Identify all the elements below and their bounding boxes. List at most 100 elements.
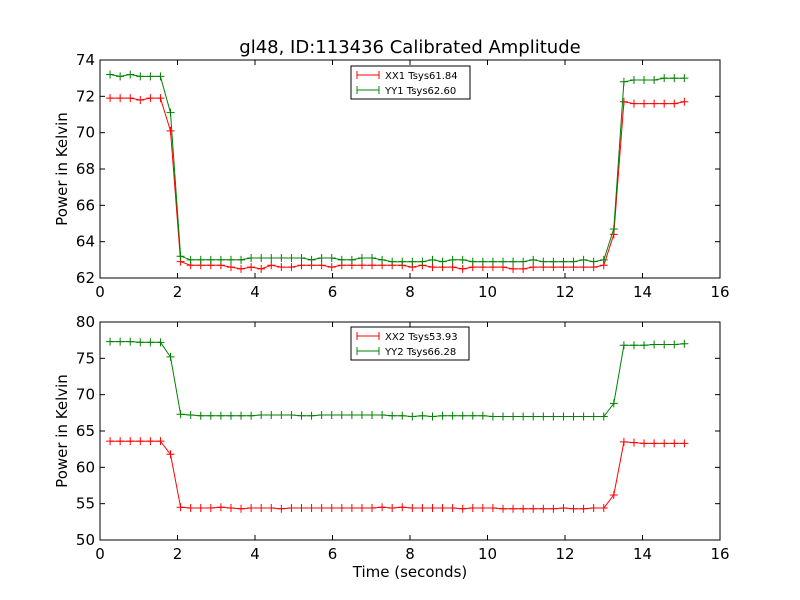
bottom-series-2-point <box>166 352 175 361</box>
top-legend-marker-2 <box>356 86 380 94</box>
bottom-series-2-point <box>559 412 568 421</box>
top-y-tick-label: 66 <box>76 196 95 214</box>
bottom-series-2-point <box>569 412 578 421</box>
bottom-series-1-point <box>146 437 155 446</box>
bottom-series-1-point <box>549 504 558 513</box>
bottom-series-2-point <box>609 399 618 408</box>
bottom-series-1-point <box>277 504 286 513</box>
top-x-tick-label: 2 <box>173 283 183 301</box>
bottom-series-1-point <box>337 504 346 513</box>
top-series-2-point <box>186 255 195 264</box>
top-series-2-point <box>569 257 578 266</box>
top-series-1-point <box>519 264 528 273</box>
top-series-2-point <box>337 255 346 264</box>
bottom-series-1-point <box>247 504 256 513</box>
bottom-series-2-point <box>196 411 205 420</box>
top-series-1-point <box>327 263 336 272</box>
top-series-2-point <box>660 74 669 83</box>
bottom-series-1-point <box>660 439 669 448</box>
top-series-1-point <box>579 263 588 272</box>
top-series-1-point <box>317 261 326 270</box>
top-x-tick-label: 10 <box>478 283 497 301</box>
bottom-y-tick-label: 80 <box>76 313 95 331</box>
top-series-2-point <box>670 74 679 83</box>
bottom-series-1-point <box>569 504 578 513</box>
bottom-series-1-point <box>539 504 548 513</box>
bottom-series-2-point <box>237 411 246 420</box>
bottom-series-1-point <box>680 439 689 448</box>
top-series-2-point <box>458 255 467 264</box>
top-series-2-point <box>559 257 568 266</box>
bottom-series-1-point <box>499 504 507 513</box>
top-series-line-1 <box>110 97 685 270</box>
bottom-series-2-point <box>347 411 356 420</box>
bottom-series-1-point <box>126 437 135 446</box>
bottom-y-tick-label: 70 <box>76 386 95 404</box>
top-series-2-point <box>549 257 558 266</box>
bottom-series-1-point <box>206 504 215 513</box>
top-series-1-point <box>619 97 628 106</box>
top-series-1-point <box>126 94 135 103</box>
bottom-series-2-point <box>317 411 326 420</box>
top-x-tick-label: 0 <box>95 283 105 301</box>
bottom-series-1-point <box>509 504 518 513</box>
top-series-2-point <box>438 257 447 266</box>
bottom-series-2-point <box>307 411 316 420</box>
top-series-2-point <box>247 254 256 263</box>
top-y-tick-label: 64 <box>76 233 95 251</box>
bottom-series-1-point <box>589 504 598 513</box>
bottom-series-1-point <box>619 437 628 446</box>
top-series-2-point <box>196 255 205 264</box>
bottom-series-1-point <box>458 504 467 513</box>
top-legend-marker-1 <box>356 71 380 79</box>
bottom-series-1-point <box>599 504 608 513</box>
top-series-2-point <box>267 254 276 263</box>
bottom-plot: 0 2 4 6 8 10 12 14 16 50 55 60 65 70 75 80 XX2 Tsys53.93… <box>53 313 730 581</box>
bottom-y-tick-label: 60 <box>76 458 95 476</box>
bottom-series-2-point <box>660 340 669 349</box>
bottom-series-1-point <box>629 438 638 447</box>
bottom-series-2-point <box>589 412 598 421</box>
bottom-series-1-point <box>297 504 306 513</box>
bottom-series-2-point <box>539 412 548 421</box>
bottom-series-2-point <box>126 337 135 346</box>
top-y-tick-label: 74 <box>76 51 95 69</box>
top-x-tick-label: 8 <box>405 283 415 301</box>
bottom-series-1-point <box>136 437 145 446</box>
bottom-y-tick-label: 65 <box>76 422 95 440</box>
bottom-y-tick-label: 50 <box>76 531 95 549</box>
bottom-series-2-point <box>519 412 528 421</box>
figure-title: gl48, ID:113436 Calibrated Amplitude <box>239 37 580 58</box>
bottom-series-1-point <box>226 504 235 513</box>
bottom-axes-frame <box>99 321 721 541</box>
top-series-2-point <box>529 255 538 264</box>
bottom-series-1-point <box>156 437 165 446</box>
top-series-1-point <box>257 264 266 273</box>
bottom-series-2-point <box>458 411 467 420</box>
bottom-series-1-point <box>519 504 528 513</box>
bottom-series-2-point <box>629 341 638 350</box>
top-series-1-point <box>629 99 638 108</box>
top-series-1-point <box>368 261 377 270</box>
top-series-1-point <box>287 263 296 272</box>
top-series-2-point <box>408 257 417 266</box>
bottom-series-1-point <box>237 504 246 513</box>
bottom-legend-box <box>350 326 470 361</box>
bottom-series-2-point <box>176 410 185 419</box>
top-y-tick-label: 70 <box>76 124 95 142</box>
top-series-2-point <box>226 255 235 264</box>
bottom-series-1-point <box>609 490 618 499</box>
top-y-tick-label: 68 <box>76 160 95 178</box>
bottom-y-tick-label: 75 <box>76 349 95 367</box>
bottom-series-2-point <box>378 411 387 420</box>
bottom-series-2-point <box>619 341 628 350</box>
top-series-2-point <box>650 75 659 84</box>
top-series-line-2 <box>110 73 685 263</box>
bottom-legend-label-1: XX2 Tsys53.93 <box>385 332 458 343</box>
top-series-2-point <box>357 254 366 263</box>
top-series-2-point <box>287 254 296 263</box>
top-legend-label-1: XX1 Tsys61.84 <box>385 71 458 82</box>
bottom-series-1-point <box>368 504 377 513</box>
